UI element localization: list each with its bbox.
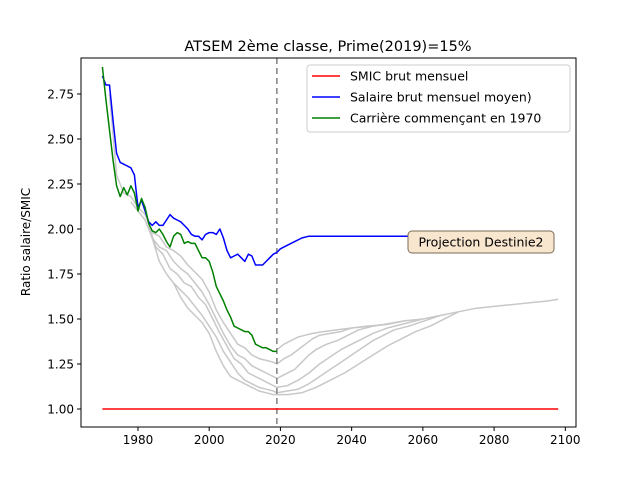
annotation-label: Projection Destinie2 — [418, 235, 543, 250]
series-lines — [101, 58, 559, 427]
y-axis-label: Ratio salaire/SMIC — [19, 188, 33, 296]
legend-item-smic: SMIC brut mensuel — [350, 68, 468, 83]
gray-cohort-lines — [108, 93, 559, 396]
x-tick-label: 2060 — [408, 433, 439, 447]
gray-cohort-line — [172, 282, 277, 396]
annotation-box: Projection Destinie2 — [407, 230, 555, 254]
carriere-1970-line — [101, 66, 277, 353]
plot-frame — [80, 57, 577, 428]
y-tick-label: 2.00 — [47, 222, 74, 236]
y-tick-label: 1.25 — [47, 357, 74, 371]
x-tick-label: 2000 — [194, 433, 225, 447]
gray-cohort-line — [276, 320, 406, 380]
gray-cohort-line — [147, 225, 278, 389]
y-tick-label: 1.00 — [47, 402, 74, 416]
gray-cohort-line — [276, 314, 441, 394]
x-tick-label: 2100 — [550, 433, 581, 447]
legend-item-carriere: Carrière commençant en 1970 — [350, 110, 541, 125]
gray-cohort-line — [276, 311, 459, 396]
annotation-frame — [407, 230, 555, 254]
y-axis: 1.00 1.25 1.50 1.75 2.00 2.25 2.50 2.75 — [47, 87, 81, 416]
x-tick-label: 1980 — [123, 433, 154, 447]
legend-frame — [306, 64, 571, 133]
chart-title: ATSEM 2ème classe, Prime(2019)=15% — [184, 39, 471, 55]
x-tick-label: 2080 — [479, 433, 510, 447]
legend-item-salaire-moyen: Salaire brut mensuel moyen) — [350, 89, 532, 104]
y-tick-label: 2.75 — [47, 87, 74, 101]
y-tick-label: 1.50 — [47, 312, 74, 326]
y-tick-label: 2.25 — [47, 177, 74, 191]
x-axis: 1980 2000 2020 2040 2060 2080 2100 — [123, 427, 581, 447]
gray-cohort-line — [130, 201, 278, 380]
gray-cohort-line — [276, 323, 388, 365]
legend: SMIC brut mensuel Salaire brut mensuel mo… — [306, 64, 571, 133]
y-tick-label: 2.50 — [47, 132, 74, 146]
x-tick-label: 2020 — [265, 433, 296, 447]
x-tick-label: 2040 — [336, 433, 367, 447]
gray-cohort-line — [276, 318, 424, 389]
y-tick-label: 1.75 — [47, 267, 74, 281]
